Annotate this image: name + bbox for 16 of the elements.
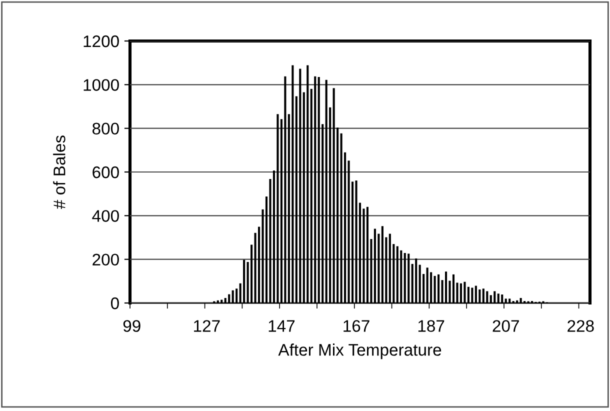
- y-tick-label: 600: [92, 166, 119, 178]
- y-axis-title: # of Bales: [53, 136, 66, 209]
- y-tick-label: 1200: [84, 35, 119, 48]
- y-tick-label: 0: [110, 297, 119, 310]
- x-axis-title: After Mix Temperature: [278, 344, 442, 360]
- x-tick-label: 228: [568, 320, 594, 332]
- y-tick-label: 200: [92, 254, 119, 266]
- x-tick-label: 127: [194, 320, 220, 332]
- x-tick-label: 187: [418, 320, 444, 332]
- x-tick-label: 167: [344, 320, 370, 332]
- x-tick-label: 207: [492, 320, 519, 332]
- x-tick-label: 99: [123, 320, 140, 332]
- y-tick-label: 1000: [84, 79, 119, 91]
- y-tick-label: 800: [92, 122, 119, 135]
- x-tick-label: 147: [268, 320, 295, 332]
- y-tick-label: 400: [92, 210, 119, 222]
